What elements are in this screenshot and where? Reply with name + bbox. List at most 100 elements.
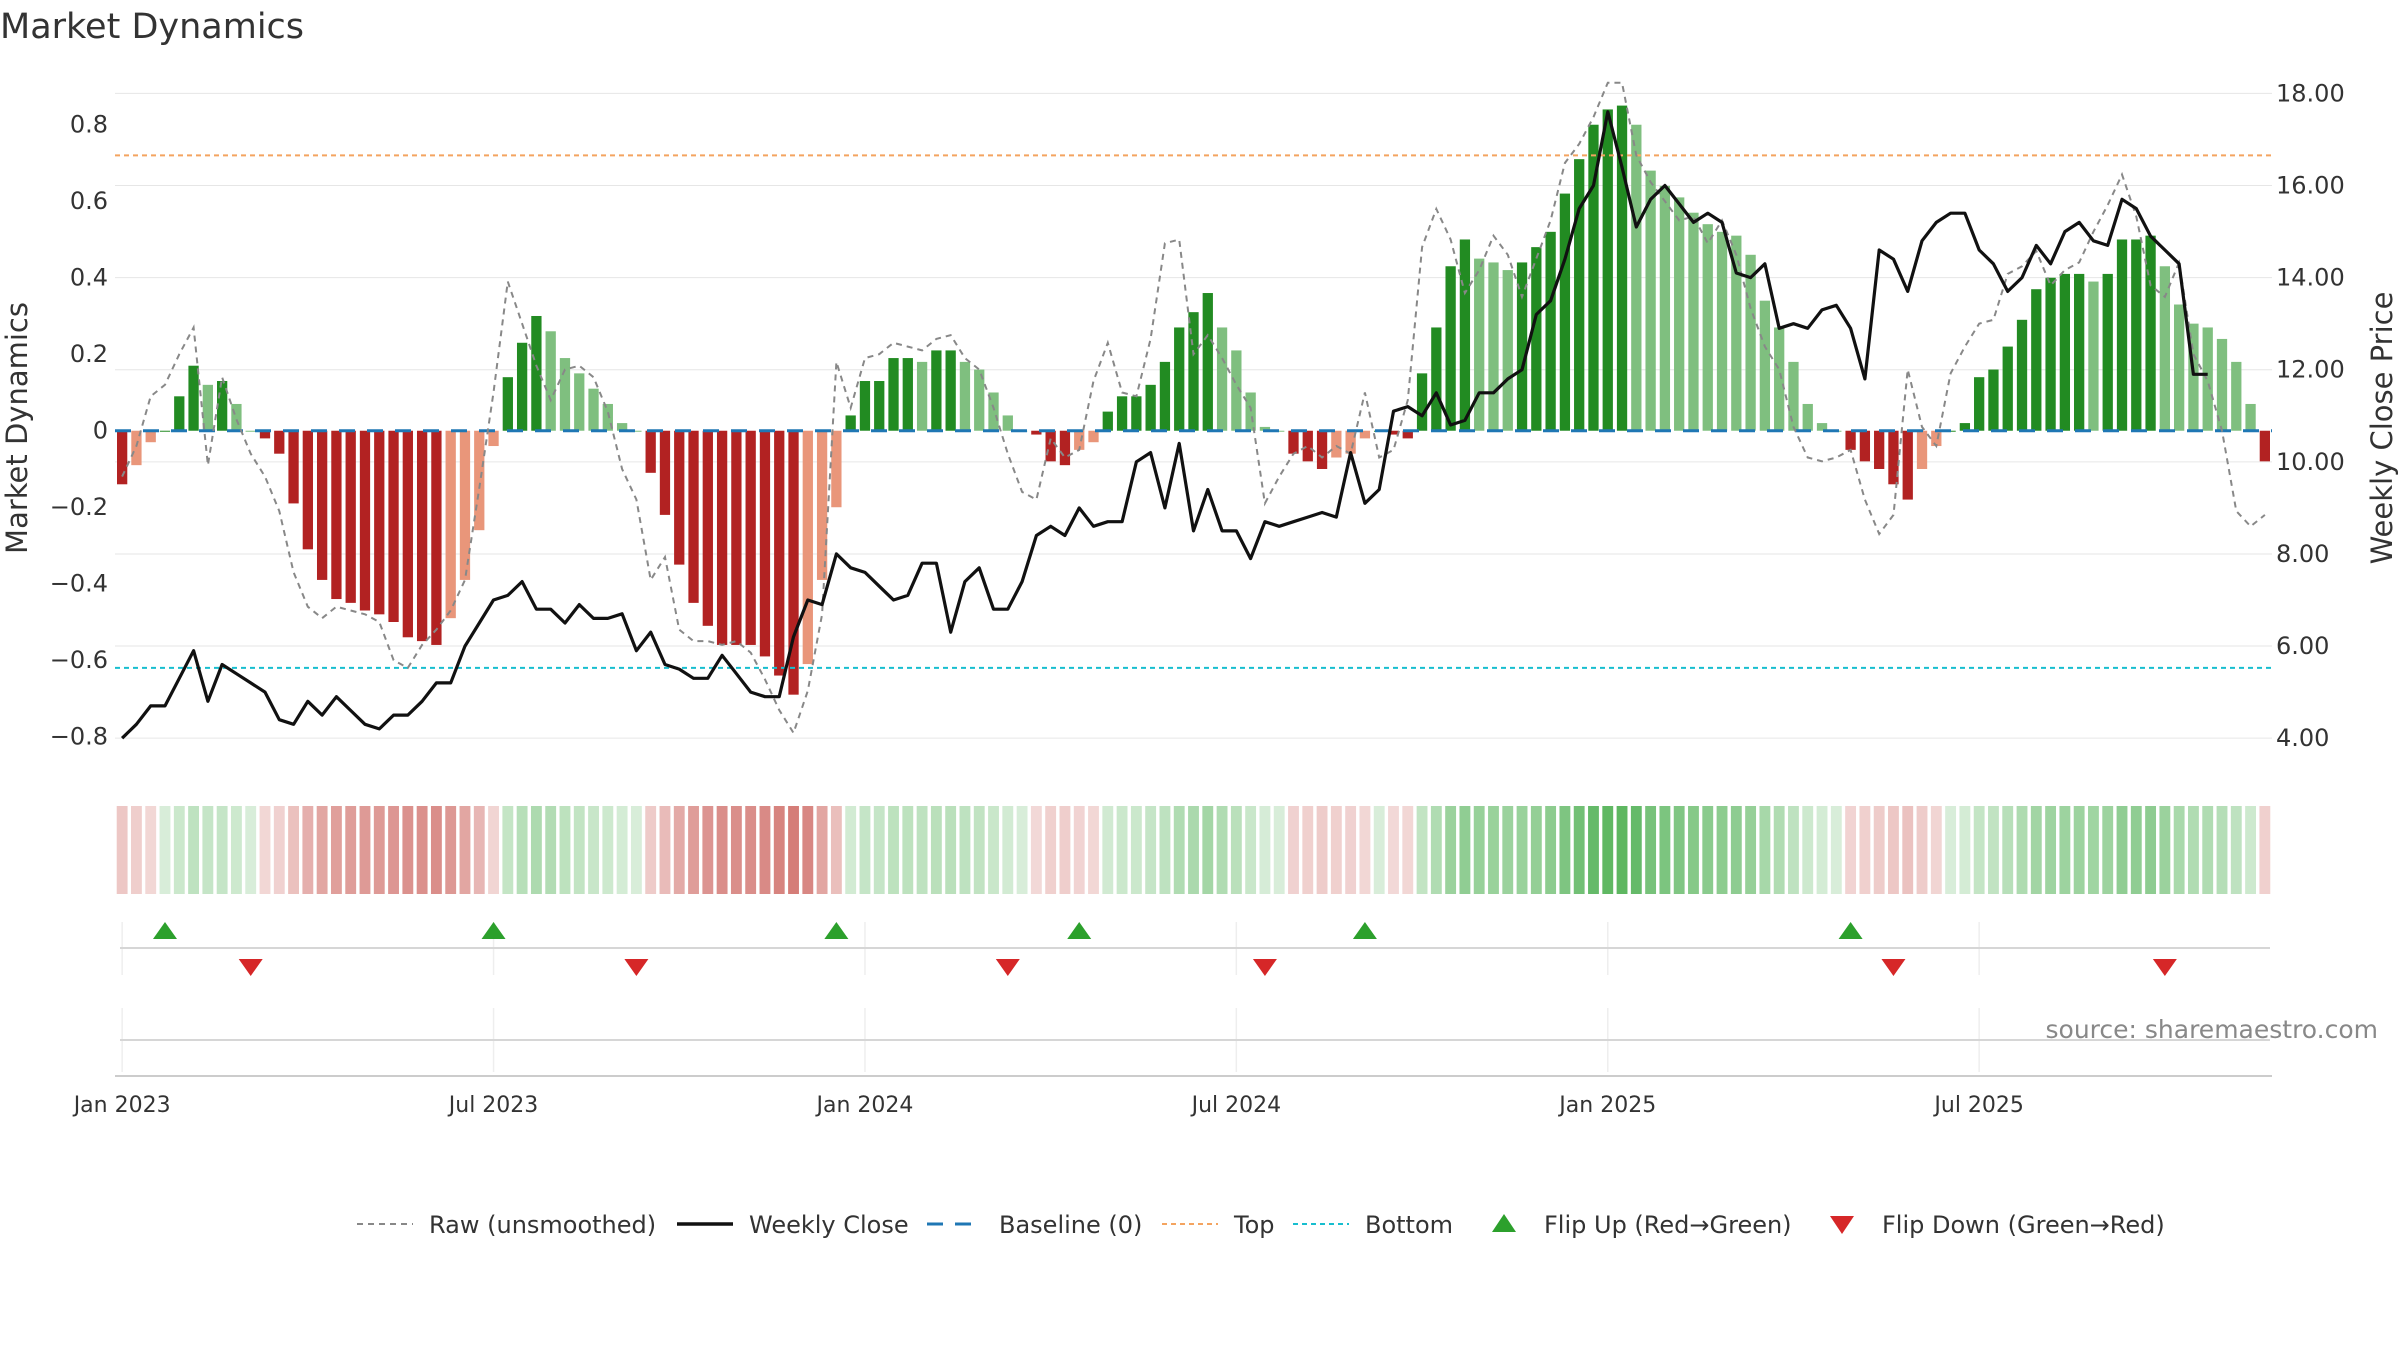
momentum-bar: [1259, 426, 1271, 431]
lines-layer: [115, 81, 2272, 740]
legend-label: Flip Up (Red→Green): [1544, 1211, 1792, 1239]
heat-cell: [1488, 806, 1499, 894]
momentum-bar: [345, 430, 356, 603]
momentum-bar: [1302, 430, 1313, 462]
x-tick-label: Jan 2023: [72, 1093, 171, 1118]
momentum-bar: [1559, 193, 1571, 431]
y-tick-label: 0.6: [70, 187, 108, 215]
momentum-bar: [1574, 159, 1585, 431]
momentum-bar: [1402, 430, 1413, 439]
heat-cell: [2016, 806, 2028, 894]
heat-cell: [988, 806, 999, 894]
heat-cell: [1373, 806, 1385, 894]
heat-cell: [1430, 806, 1442, 894]
momentum-bar: [1102, 411, 1113, 431]
heat-cell: [302, 806, 314, 894]
momentum-bar: [1145, 384, 1156, 431]
heat-cell: [388, 806, 399, 894]
heat-cell: [1873, 806, 1885, 894]
weekly-close-line: [120, 110, 2208, 740]
heat-cell: [459, 806, 471, 894]
heat-cell: [2202, 806, 2214, 894]
heat-cell: [1716, 806, 1728, 894]
flip-down-marker: [624, 959, 649, 976]
heat-cell: [488, 806, 499, 894]
x-tick-label: Jan 2025: [1557, 1093, 1656, 1118]
y2-tick-label: 16.00: [2276, 172, 2345, 200]
momentum-bar: [888, 358, 899, 431]
heat-cell: [159, 806, 171, 894]
momentum-bar: [2074, 273, 2085, 431]
heat-cell: [1059, 806, 1071, 894]
heat-cell: [716, 806, 728, 894]
legend-label: Bottom: [1365, 1211, 1453, 1239]
heat-cell: [1245, 806, 1257, 894]
legend-flip-down-swatch: [1830, 1216, 1854, 1234]
heat-cell: [288, 806, 299, 894]
momentum-bar: [1188, 312, 1199, 431]
heat-cell: [2145, 806, 2157, 894]
heat-cell: [616, 806, 628, 894]
legend-label: Flip Down (Green→Red): [1882, 1211, 2165, 1239]
heat-cell: [2173, 806, 2185, 894]
heat-cell: [1045, 806, 1057, 894]
heat-cell: [2002, 806, 2014, 894]
momentum-bar: [1845, 430, 1856, 450]
momentum-bar: [2102, 273, 2113, 431]
heat-cell: [473, 806, 485, 894]
momentum-bar: [488, 430, 499, 447]
flip-up-marker: [1352, 922, 1377, 939]
heat-cell: [2059, 806, 2071, 894]
momentum-bar: [174, 396, 185, 431]
momentum-bar: [302, 430, 313, 550]
heat-cell: [1345, 806, 1357, 894]
momentum-bar: [431, 430, 442, 645]
heat-cell: [1945, 806, 1957, 894]
heat-cell: [830, 806, 842, 894]
momentum-bar: [559, 358, 571, 431]
momentum-bar: [1759, 300, 1771, 431]
momentum-bar: [416, 430, 428, 642]
momentum-bar: [1445, 266, 1456, 431]
heat-cell: [1030, 806, 1042, 894]
heat-cell: [2116, 806, 2128, 894]
heat-cell: [959, 806, 971, 894]
heat-cell: [2230, 806, 2242, 894]
heat-cell: [1002, 806, 1014, 894]
momentum-bar: [516, 342, 528, 431]
heat-cell: [588, 806, 599, 894]
y2-tick-label: 18.00: [2276, 79, 2345, 107]
heat-cell: [2216, 806, 2228, 894]
momentum-bar: [974, 369, 985, 431]
momentum-bar: [1688, 212, 1699, 431]
heat-cell: [245, 806, 257, 894]
momentum-bar: [2174, 304, 2185, 431]
heat-cell: [559, 806, 571, 894]
heat-cell: [188, 806, 199, 894]
momentum-bar: [1288, 430, 1299, 454]
momentum-bar: [931, 350, 942, 431]
momentum-bar: [545, 331, 556, 431]
heat-cell: [2130, 806, 2142, 894]
momentum-bar: [202, 384, 213, 431]
flip-up-marker: [824, 922, 849, 939]
momentum-bar: [2088, 281, 2099, 431]
momentum-bar: [1888, 430, 1899, 485]
heat-cell: [402, 806, 414, 894]
momentum-bar: [1059, 430, 1071, 466]
momentum-bar: [2216, 338, 2228, 431]
heat-cell: [1688, 806, 1699, 894]
flip-down-marker: [1881, 959, 1906, 976]
heat-cell: [659, 806, 671, 894]
momentum-bar: [145, 430, 156, 443]
flip-up-marker: [481, 922, 506, 939]
legend-label: Baseline (0): [999, 1211, 1142, 1239]
flip-markers-panel: [120, 922, 2270, 976]
y-axis-label: Market Dynamics: [0, 302, 34, 554]
bars-layer: [116, 105, 2270, 695]
momentum-bar: [502, 377, 513, 431]
y2-tick-label: 6.00: [2276, 632, 2329, 660]
momentum-bar: [2245, 403, 2256, 431]
heat-cell: [1730, 806, 1742, 894]
legend-flip-up-swatch: [1492, 1214, 1516, 1232]
